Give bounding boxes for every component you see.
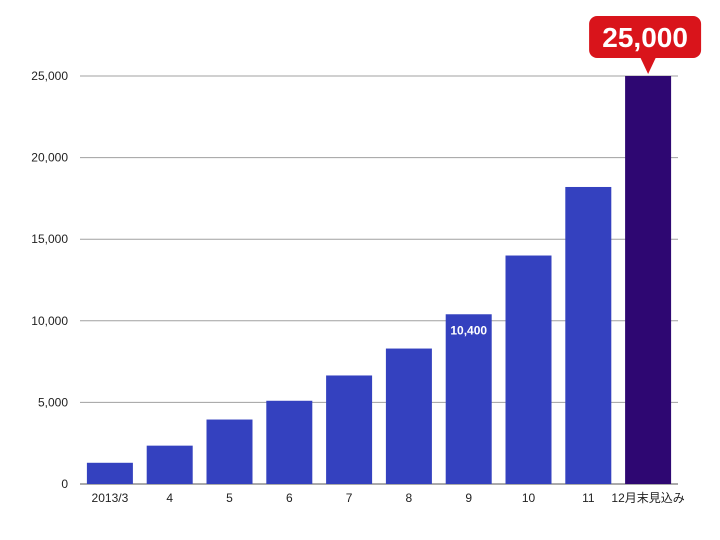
x-tick-label: 9 [465,491,472,505]
bar [625,76,672,484]
x-tick-label: 4 [166,491,173,505]
y-tick-label: 25,000 [31,69,68,83]
callout-label: 25,000 [602,22,688,53]
x-tick-label: 2013/3 [92,491,129,505]
bar [326,375,373,484]
bar [146,445,193,484]
bar [206,419,253,484]
bar [385,348,432,484]
x-tick-label: 12月末見込み [611,491,684,505]
bar [266,400,313,484]
y-tick-label: 10,000 [31,314,68,328]
bar [565,186,612,484]
callout: 25,000 [589,16,702,74]
x-tick-label: 10 [522,491,536,505]
y-tick-label: 0 [61,477,68,491]
x-tick-label: 8 [406,491,413,505]
bar [445,314,492,484]
bar-data-label: 10,400 [450,323,487,337]
bar [505,255,552,484]
x-axis: 2013/3 4 5 6 7 8 9 10 11 12月末見込み [92,491,685,505]
bars [86,76,672,484]
x-tick-label: 6 [286,491,293,505]
callout-bubble [589,16,702,58]
bar [86,462,133,484]
y-tick-label: 15,000 [31,232,68,246]
x-tick-label: 11 [582,491,595,505]
y-axis: 0 5,000 10,000 15,000 20,000 25,000 [31,69,68,491]
y-tick-label: 5,000 [38,395,68,409]
callout-pointer [640,57,657,74]
data-labels: 10,400 [450,323,487,337]
y-tick-label: 20,000 [31,151,68,165]
x-tick-label: 7 [346,491,353,505]
x-tick-label: 5 [226,491,233,505]
